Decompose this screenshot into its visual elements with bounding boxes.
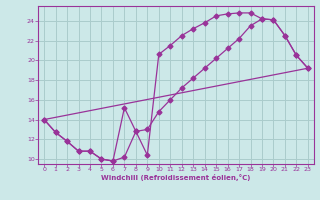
X-axis label: Windchill (Refroidissement éolien,°C): Windchill (Refroidissement éolien,°C) [101, 174, 251, 181]
